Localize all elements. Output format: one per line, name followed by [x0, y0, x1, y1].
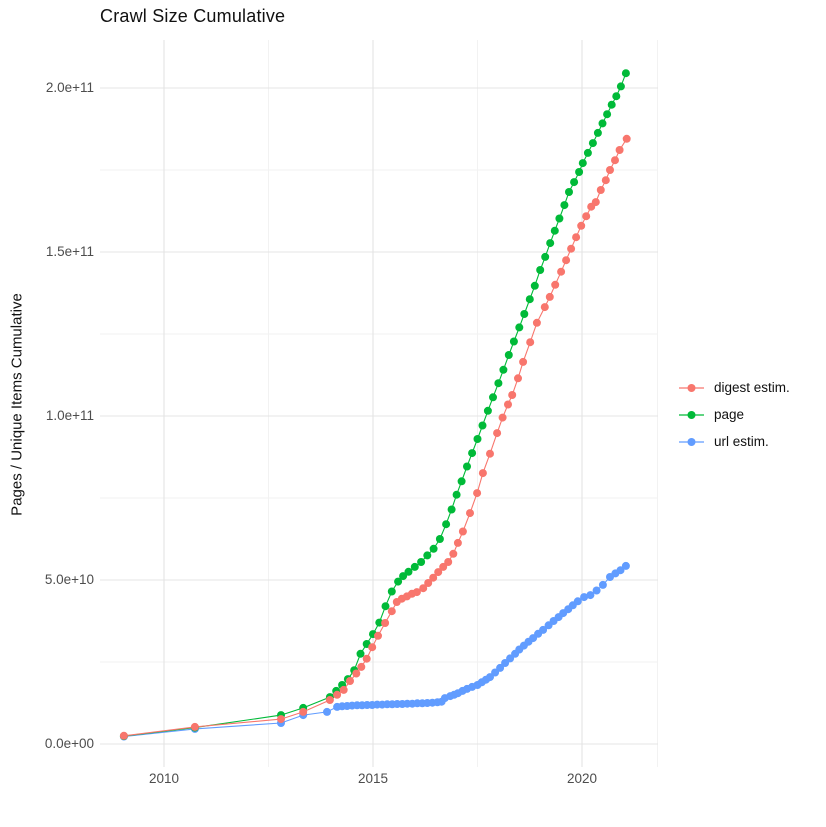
- legend: digest estim. page url estim.: [678, 380, 790, 449]
- legend-key-point-icon: [679, 410, 704, 419]
- gridlines-major: [100, 40, 658, 767]
- legend-item-page: page: [678, 407, 790, 422]
- series-line-digest-estim: [123, 138, 628, 737]
- legend-item-url-estim: url estim.: [678, 434, 790, 449]
- x-tick-label-2020: 2020: [566, 771, 598, 786]
- gridlines-minor: [100, 40, 658, 767]
- y-tick-label-15e11: 1.5e+11: [45, 244, 94, 259]
- y-tick-label-1e11: 1.0e+11: [45, 408, 94, 423]
- legend-key-point-icon: [679, 437, 704, 446]
- legend-label: digest estim.: [714, 380, 790, 395]
- legend-key-point-icon: [679, 383, 704, 392]
- series-line-url-estim: [123, 565, 627, 738]
- y-axis-title: Pages / Unique Items Cumulative: [8, 293, 26, 516]
- series-points-digest-estim: [119, 134, 631, 740]
- y-tick-label-0: 0.0e+00: [44, 736, 94, 751]
- legend-label: url estim.: [714, 434, 769, 449]
- x-tick-label-2015: 2015: [357, 771, 389, 786]
- y-tick-label-5e10: 5.0e+10: [44, 572, 94, 587]
- chart-title: Crawl Size Cumulative: [100, 6, 286, 26]
- legend-label: page: [714, 407, 745, 422]
- legend-item-digest-estim: digest estim.: [678, 380, 790, 395]
- x-tick-label-2010: 2010: [148, 771, 180, 786]
- series-points-url-estim: [119, 561, 630, 741]
- y-tick-label-2e11: 2.0e+11: [45, 80, 94, 95]
